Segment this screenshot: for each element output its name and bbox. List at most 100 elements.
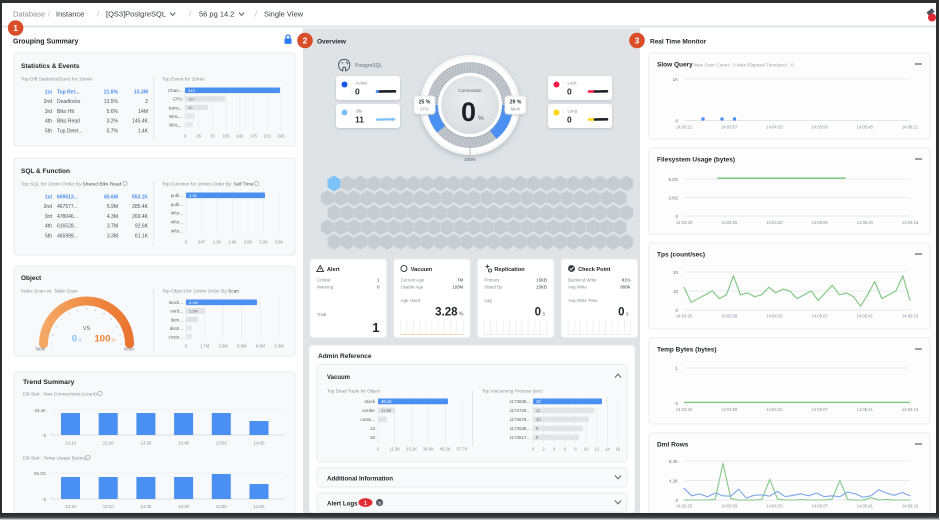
svg-text:2nd: 2nd: [44, 204, 53, 210]
svg-text:13:10: 13:10: [65, 504, 77, 509]
svg-text:WAL...: WAL...: [169, 114, 182, 119]
svg-text:Single View: Single View: [264, 10, 304, 19]
svg-text:343: 343: [188, 88, 195, 93]
svg-text:14:03:25: 14:03:25: [676, 407, 693, 412]
svg-text:0: 0: [355, 87, 360, 97]
svg-text:269.4K: 269.4K: [132, 214, 149, 220]
svg-text:Top Dead Tuple for Object: Top Dead Tuple for Object: [327, 389, 381, 394]
svg-text:Current Age: Current Age: [401, 278, 425, 283]
svg-text:5.0M: 5.0M: [237, 344, 247, 349]
svg-text:Index Scan vs. Table Scan: Index Scan vs. Table Scan: [21, 289, 78, 295]
svg-text:Blks Read: Blks Read: [57, 119, 80, 125]
svg-text:285.4K: 285.4K: [132, 204, 149, 210]
svg-text:14:00: 14:00: [254, 504, 266, 509]
svg-text:3.3M: 3.3M: [107, 233, 118, 239]
svg-text:15KB: 15KB: [536, 278, 547, 283]
svg-text:1.4K: 1.4K: [138, 128, 149, 134]
svg-text:13:30: 13:30: [140, 504, 152, 509]
svg-text:5th: 5th: [45, 233, 52, 239]
svg-text:14:05:05: 14:05:05: [811, 220, 828, 225]
svg-text:%: %: [78, 338, 82, 343]
svg-text:56.3G: 56.3G: [34, 471, 47, 476]
svg-text:trans...: trans...: [169, 105, 183, 110]
svg-text:140: 140: [236, 134, 244, 139]
svg-text:14:03:59: 14:03:59: [721, 314, 738, 319]
svg-text:92.6K: 92.6K: [135, 224, 149, 230]
svg-text:Trend Summary: Trend Summary: [23, 379, 75, 386]
svg-text:distri...: distri...: [170, 326, 183, 331]
svg-text:1: 1: [13, 23, 18, 33]
svg-text:Shared Blks Read: Shared Blks Read: [83, 182, 122, 188]
svg-text:Instance: Instance: [56, 10, 84, 19]
svg-text:Temp Bytes (bytes): Temp Bytes (bytes): [657, 347, 716, 354]
svg-text:3.7M: 3.7M: [107, 224, 118, 230]
svg-text:57.7K: 57.7K: [457, 447, 468, 452]
svg-text:PostgreSQL: PostgreSQL: [355, 63, 382, 69]
svg-text:Warning: Warning: [317, 285, 334, 290]
svg-text:2: 2: [145, 99, 148, 105]
svg-text:11: 11: [355, 115, 364, 125]
svg-text:1173729...: 1173729...: [510, 408, 530, 413]
svg-text:Database: Database: [13, 10, 45, 19]
svg-text:Alert Logs: Alert Logs: [327, 501, 358, 508]
svg-text:4th: 4th: [45, 224, 52, 230]
svg-text:193M: 193M: [452, 285, 463, 290]
svg-text:167: 167: [188, 97, 195, 102]
svg-text:?: ?: [378, 501, 381, 506]
svg-text:Filesystem Usage (bytes): Filesystem Usage (bytes): [657, 157, 735, 164]
svg-text:Alert: Alert: [327, 267, 340, 273]
svg-text:70: 70: [210, 134, 215, 139]
svg-text:Check Point: Check Point: [578, 267, 610, 273]
svg-text:0: 0: [535, 307, 541, 319]
svg-text:13:40: 13:40: [178, 504, 190, 509]
svg-text:23.1K: 23.1K: [406, 447, 417, 452]
svg-text:26.4K: 26.4K: [35, 408, 47, 413]
svg-text:3.3K: 3.3K: [189, 193, 198, 198]
svg-text:VS: VS: [83, 326, 91, 332]
svg-text:14:05:40: 14:05:40: [857, 220, 874, 225]
svg-text:145.4K: 145.4K: [132, 119, 149, 125]
svg-text:Top SQL for 10min Order By: Top SQL for 10min Order By: [21, 182, 82, 188]
svg-text:infor...: infor...: [171, 211, 183, 216]
svg-text:11: 11: [536, 408, 541, 413]
svg-text:14:04:33: 14:04:33: [766, 504, 783, 509]
svg-text:DB Stat : Max Connections (cou: DB Stat : Max Connections (count): [23, 392, 97, 398]
svg-text:Index: Index: [124, 347, 136, 352]
svg-text:Tup Delet...: Tup Delet...: [57, 128, 83, 134]
svg-text:2: 2: [303, 36, 308, 46]
svg-text:40: 40: [188, 105, 193, 110]
svg-text:808K: 808K: [620, 285, 630, 290]
svg-text:13:40: 13:40: [178, 441, 190, 446]
svg-text:Self Time: Self Time: [234, 182, 254, 188]
svg-text:5.9M: 5.9M: [107, 204, 118, 210]
svg-text:1.3K: 1.3K: [213, 240, 222, 245]
svg-text:100%: 100%: [464, 157, 476, 162]
svg-text:Overview: Overview: [317, 39, 347, 46]
svg-text:100: 100: [95, 334, 111, 345]
svg-text:16: 16: [370, 435, 376, 440]
svg-text:3rd: 3rd: [45, 109, 52, 115]
svg-text:4th: 4th: [45, 119, 52, 125]
svg-text:Backend Write: Backend Write: [568, 278, 597, 283]
svg-text:553.1K: 553.1K: [132, 195, 149, 201]
svg-text:infor...: infor...: [171, 220, 183, 225]
svg-text:publ...: publ...: [171, 202, 183, 207]
svg-text:Active: Active: [356, 81, 368, 86]
svg-text:0: 0: [618, 307, 624, 319]
svg-text:13.5%: 13.5%: [104, 99, 119, 105]
svg-text:647: 647: [198, 240, 206, 245]
svg-text:CPU: CPU: [420, 107, 429, 112]
svg-text:Statistics & Events: Statistics & Events: [21, 63, 80, 70]
svg-text:1.7M: 1.7M: [200, 344, 210, 349]
svg-text:Lock: Lock: [568, 81, 578, 86]
svg-text:14:05:07: 14:05:07: [811, 314, 828, 319]
svg-text:Tup Ret...: Tup Ret...: [57, 90, 80, 96]
svg-text:Admin Reference: Admin Reference: [318, 353, 372, 360]
svg-text:Age Used: Age Used: [401, 298, 421, 303]
svg-text:Additional Information: Additional Information: [327, 476, 393, 483]
svg-text:Connection: Connection: [458, 88, 482, 93]
svg-text:Idle: Idle: [356, 109, 364, 114]
svg-text:Deadlocks: Deadlocks: [57, 99, 81, 105]
svg-text:13:20: 13:20: [103, 504, 115, 509]
svg-text:465999...: 465999...: [57, 233, 78, 239]
